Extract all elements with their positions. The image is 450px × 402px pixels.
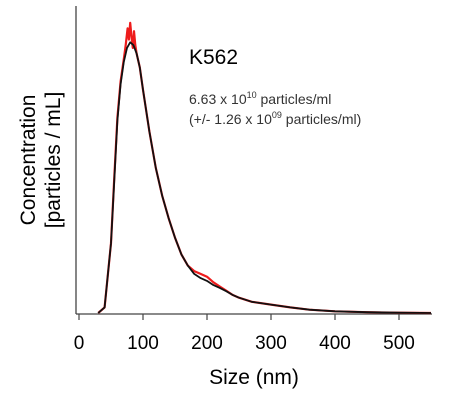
y-axis-title-line1: Concentration [17,95,40,226]
concentration-mantissa: 6.63 x 10 [189,91,247,107]
y-axis-title-line2: [particles / mL] [42,92,65,229]
x-axis-title: Size (nm) [209,366,299,389]
error-unit: particles/ml) [282,111,361,127]
sample-label: K562 [189,46,238,69]
series-fit-black-line [97,41,432,314]
series-group [97,21,432,315]
x-tick-label: 200 [191,333,223,354]
x-tick-label: 500 [383,333,415,354]
series-raw-red-line [97,21,432,315]
error-prefix: (+/- 1.26 x 10 [189,111,272,127]
x-tick-label: 300 [255,333,287,354]
x-tick-label: 400 [319,333,351,354]
x-axis-ticks: 0 100 200 300 400 500 [74,314,415,354]
x-tick-label: 0 [74,333,85,354]
concentration-exponent: 10 [247,90,257,100]
concentration-unit: particles/ml [257,91,332,107]
concentration-error: (+/- 1.26 x 1009 particles/ml) [189,110,361,127]
x-tick-label: 100 [127,333,159,354]
concentration-value: 6.63 x 1010 particles/ml [189,90,331,107]
error-exponent: 09 [272,110,282,120]
